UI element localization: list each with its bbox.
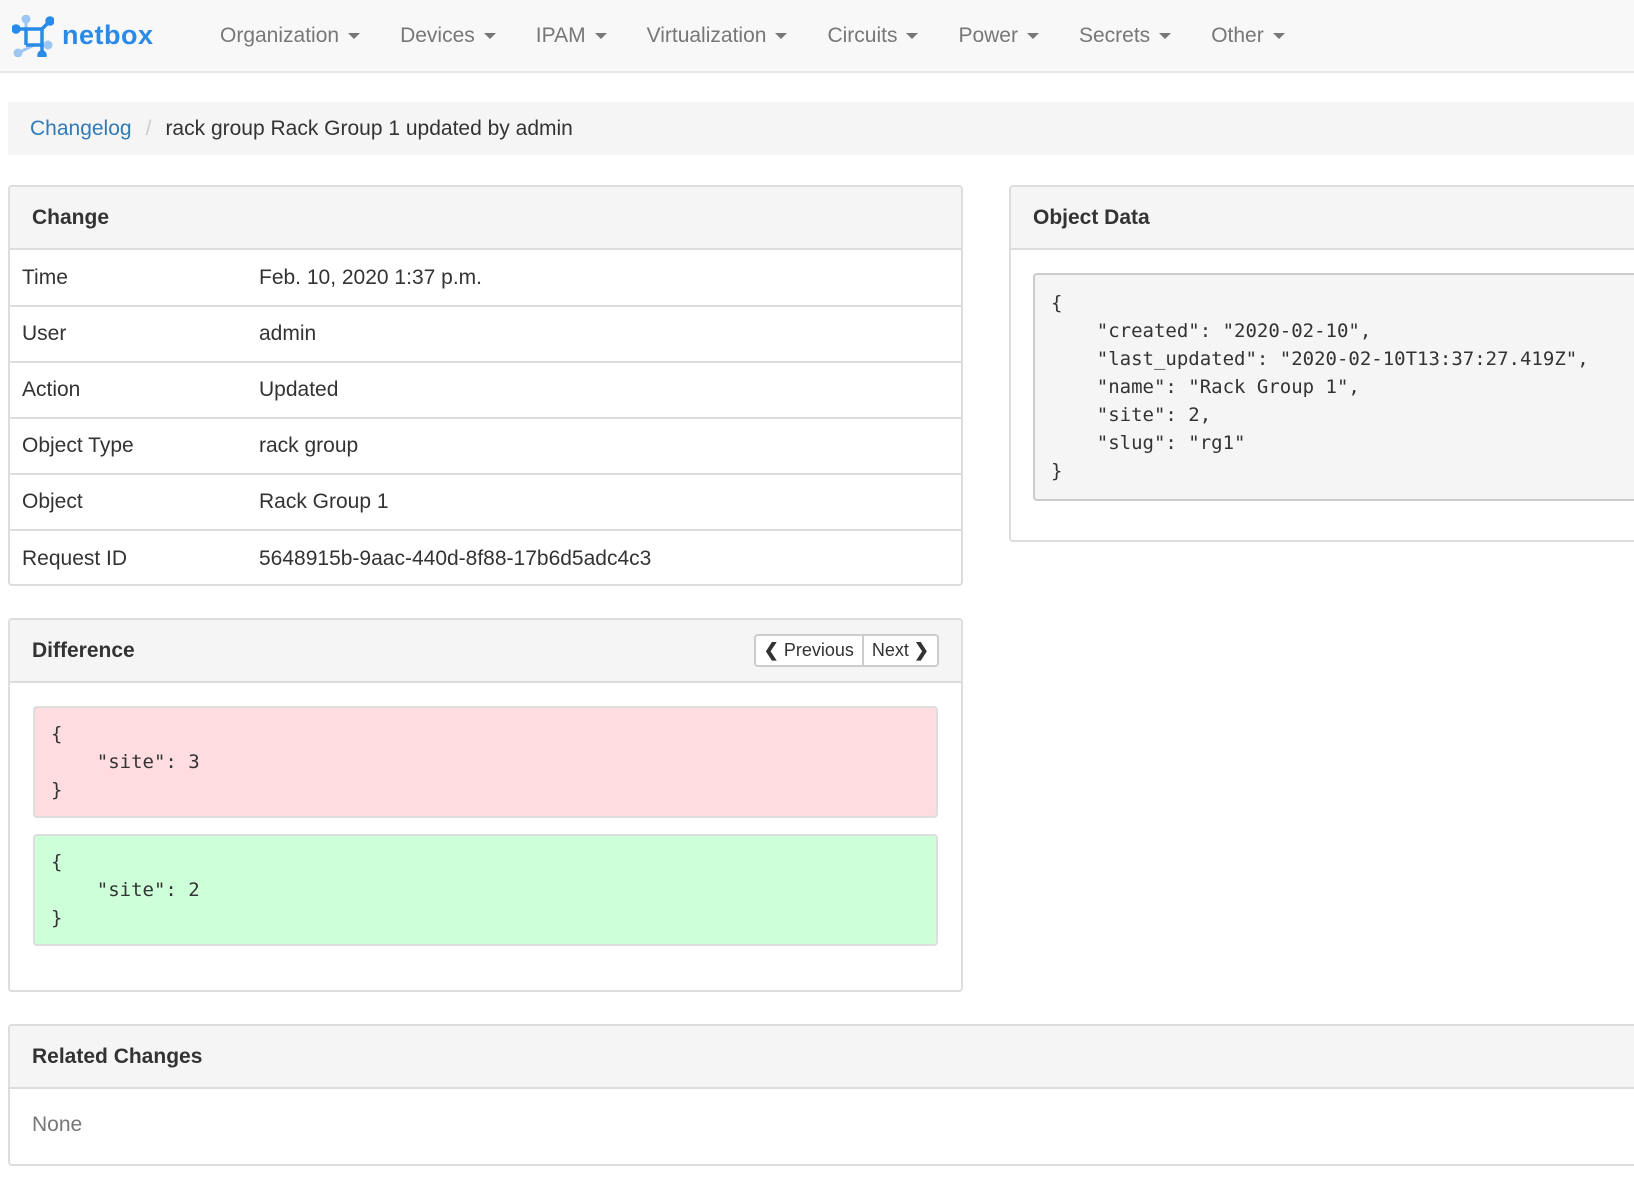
change-row: Request ID 5648915b-9aac-440d-8f88-17b6d5…: [10, 529, 961, 584]
caret-down-icon: [1026, 32, 1039, 39]
pager: ❮ Previous Next ❯: [753, 634, 939, 667]
breadcrumb-separator: /: [145, 116, 152, 140]
diff-removed: { "site": 3 }: [33, 706, 938, 818]
next-label: Next: [871, 640, 909, 660]
row-value: rack group: [247, 417, 961, 474]
breadcrumb-current: rack group Rack Group 1 updated by admin: [165, 116, 573, 140]
caret-down-icon: [1272, 32, 1285, 39]
row-value: Feb. 10, 2020 1:37 p.m.: [259, 265, 482, 289]
caret-down-icon: [594, 32, 607, 39]
change-panel-heading: Change: [10, 187, 961, 250]
object-data-panel: Object Data { "created": "2020-02-10", "…: [1009, 185, 1634, 542]
nav-virtualization[interactable]: Virtualization: [627, 24, 808, 48]
row-label: Object Type: [10, 417, 247, 474]
previous-button[interactable]: ❮ Previous: [755, 636, 862, 665]
previous-label: Previous: [783, 640, 854, 660]
nav-label: Power: [958, 23, 1018, 47]
nav-label: Secrets: [1078, 23, 1151, 47]
next-button[interactable]: Next ❯: [861, 636, 937, 665]
change-row: Object Rack Group 1: [10, 473, 961, 530]
netbox-logo-icon: [12, 14, 54, 57]
change-row: Object Type rack group: [10, 417, 961, 474]
row-label: Action: [10, 361, 247, 418]
nav-ipam[interactable]: IPAM: [516, 24, 627, 48]
row-value: admin: [247, 305, 961, 362]
nav-label: Other: [1211, 23, 1264, 47]
difference-panel: Difference ❮ Previous Next ❯ { "site": 3…: [8, 618, 963, 992]
nav-power[interactable]: Power: [938, 24, 1059, 48]
row-label: Object: [10, 473, 247, 530]
caret-down-icon: [1159, 32, 1172, 39]
change-row: User admin: [10, 305, 961, 362]
change-table: Time Feb. 10, 2020 1:37 p.m. User admin Acti…: [10, 250, 961, 584]
object-data-heading: Object Data: [1011, 187, 1634, 250]
related-changes-panel: Related Changes None: [8, 1024, 1634, 1166]
nav-label: Virtualization: [646, 23, 767, 47]
breadcrumb: Changelog / rack group Rack Group 1 upda…: [8, 102, 1634, 155]
chevron-left-icon: ❮: [763, 640, 779, 660]
difference-panel-heading: Difference ❮ Previous Next ❯: [10, 620, 961, 683]
nav-other[interactable]: Other: [1191, 24, 1305, 48]
row-value: Updated: [247, 361, 961, 418]
nav-secrets[interactable]: Secrets: [1059, 24, 1191, 48]
nav-label: Organization: [220, 23, 340, 47]
change-row: Action Updated: [10, 361, 961, 418]
change-row: Time Feb. 10, 2020 1:37 p.m.: [10, 250, 961, 306]
related-changes-empty: None: [32, 1113, 83, 1136]
caret-down-icon: [906, 32, 919, 39]
object-data-json: { "created": "2020-02-10", "last_updated…: [1033, 273, 1634, 501]
diff-added: { "site": 2 }: [33, 834, 938, 946]
nav-label: Circuits: [827, 23, 898, 47]
row-value: Rack Group 1: [247, 473, 961, 530]
difference-title: Difference: [32, 638, 135, 662]
nav-circuits[interactable]: Circuits: [807, 24, 938, 48]
caret-down-icon: [775, 32, 788, 39]
brand-logo[interactable]: netbox: [0, 14, 200, 57]
brand-name: netbox: [62, 20, 154, 50]
row-label: Request ID: [10, 529, 247, 584]
nav-label: IPAM: [535, 23, 586, 47]
row-label: Time: [22, 265, 68, 289]
change-panel: Change Time Feb. 10, 2020 1:37 p.m. User ad…: [8, 185, 963, 586]
caret-down-icon: [348, 32, 361, 39]
navbar: netbox Organization Devices IPAM Virtualiza…: [0, 0, 1634, 73]
chevron-right-icon: ❯: [913, 640, 929, 660]
nav-organization[interactable]: Organization: [200, 24, 380, 48]
breadcrumb-changelog-link[interactable]: Changelog: [30, 116, 132, 140]
row-value: 5648915b-9aac-440d-8f88-17b6d5adc4c3: [247, 529, 961, 584]
row-label: User: [10, 305, 247, 362]
nav-devices[interactable]: Devices: [380, 24, 516, 48]
related-changes-heading: Related Changes: [10, 1026, 1634, 1089]
nav-label: Devices: [400, 23, 475, 47]
caret-down-icon: [483, 32, 496, 39]
